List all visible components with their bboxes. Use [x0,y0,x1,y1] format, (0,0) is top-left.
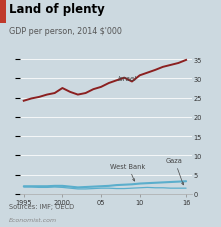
Text: GDP per person, 2014 $'000: GDP per person, 2014 $'000 [9,27,122,36]
Text: Land of plenty: Land of plenty [9,2,105,16]
Text: Sources: IMF; OECD: Sources: IMF; OECD [9,203,74,209]
Text: Economist.com: Economist.com [9,217,57,222]
Text: Israel: Israel [118,75,137,81]
Text: Gaza: Gaza [166,158,184,185]
Text: West Bank: West Bank [110,163,146,181]
Bar [0,0,6,23]
